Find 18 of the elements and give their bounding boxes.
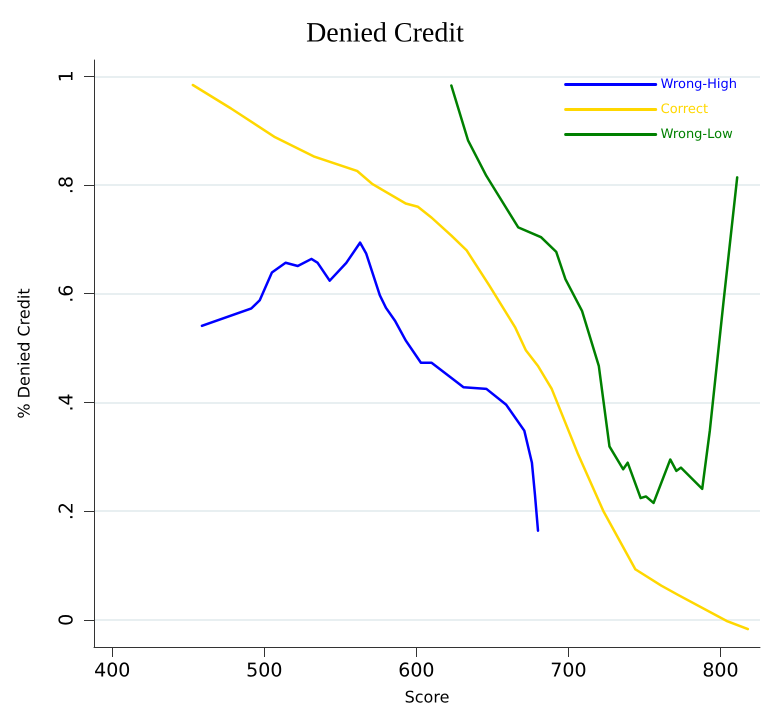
y-tick-label: .6	[56, 284, 78, 303]
x-tick-label: 400	[94, 660, 130, 682]
y-tick-label: .2	[56, 502, 78, 520]
text: Wrong-High	[660, 77, 737, 92]
line-series	[200, 241, 540, 532]
y-tick-label: 0	[56, 614, 78, 626]
y-tick-label: 1	[56, 70, 78, 82]
text: Wrong-Low	[660, 127, 734, 142]
x-tick-label: 600	[398, 660, 434, 682]
text: Correct	[660, 102, 708, 117]
x-tick-label: 500	[246, 660, 282, 682]
x-tick-label: 800	[702, 660, 739, 682]
y-axis-title: % Denied Credit	[14, 288, 34, 419]
chart-title: Denied Credit	[306, 18, 464, 48]
y-tick-label: .4	[56, 393, 78, 412]
y-tick-label: .8	[56, 176, 78, 194]
x-axis-title: Score	[404, 688, 450, 706]
x-tick-label: 700	[550, 660, 587, 682]
